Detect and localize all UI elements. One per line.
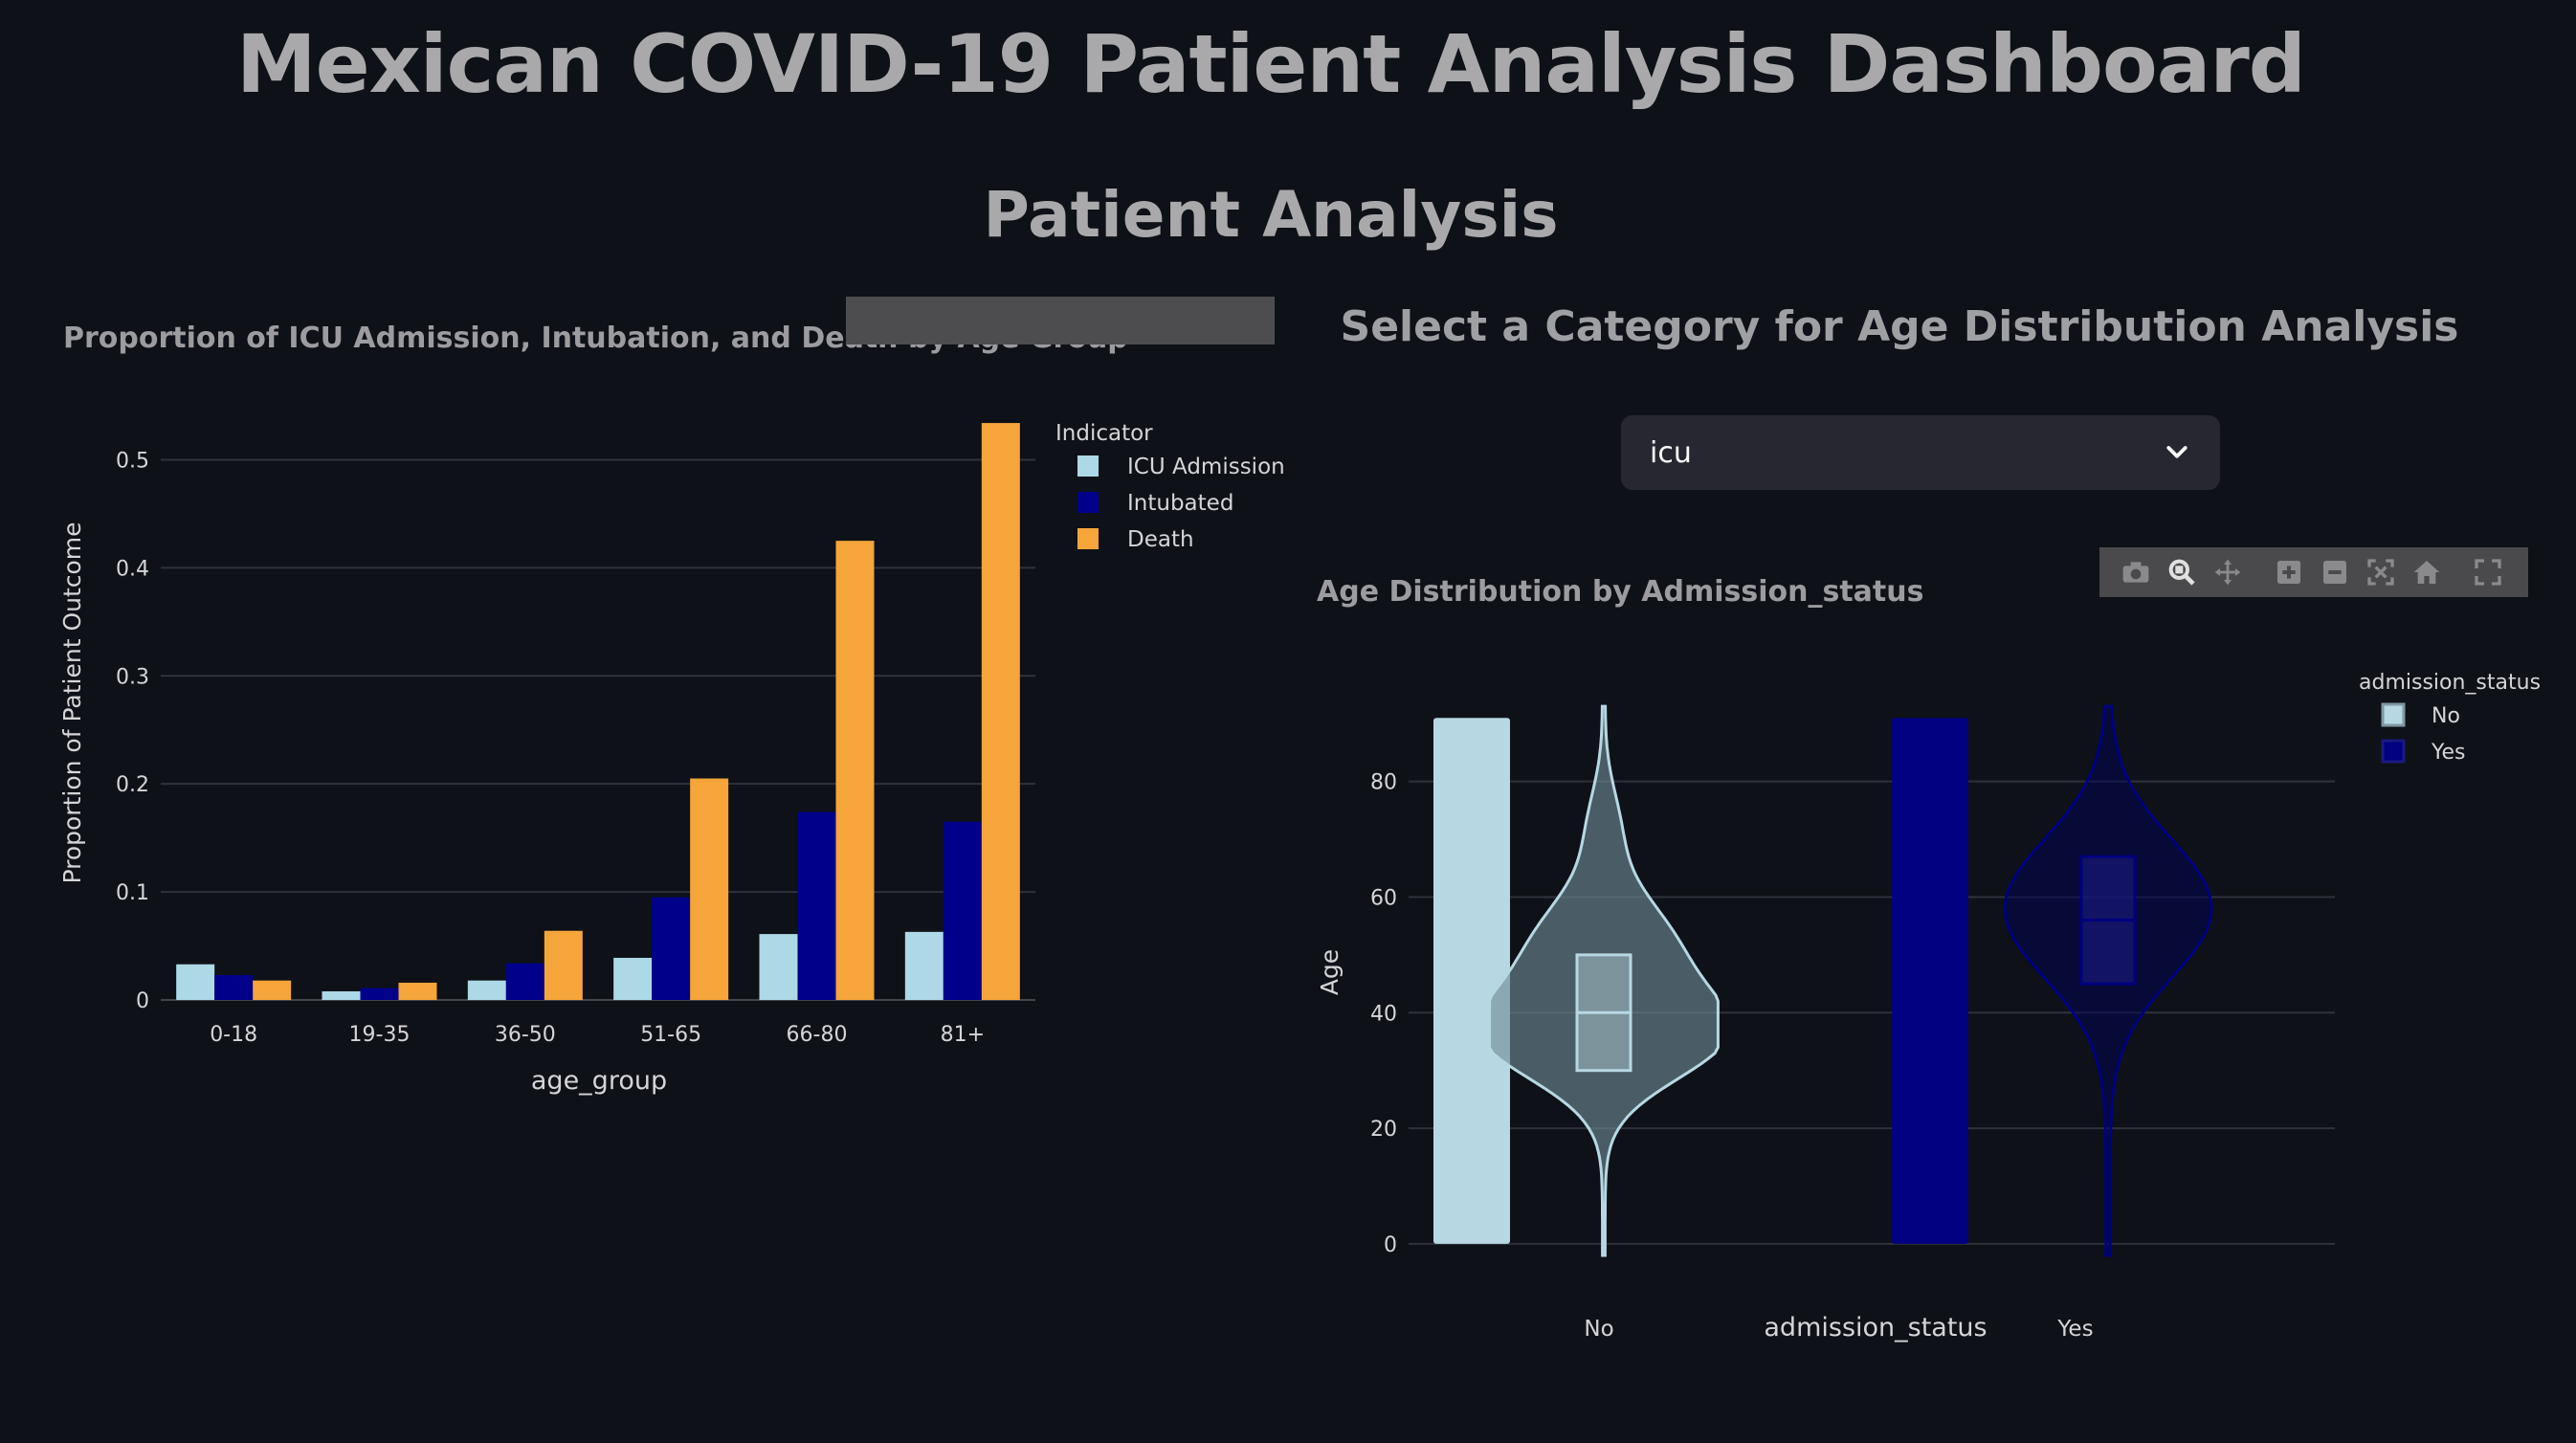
overlay-bar [846, 297, 1275, 344]
bar-icu-admission [613, 957, 653, 1000]
legend-label: Death [1127, 527, 1194, 552]
bar-intubated [505, 963, 544, 1000]
violin-chart: Age Distribution by Admission_status 0 20… [1316, 575, 2541, 1343]
x-tick-label: 66-80 [787, 1023, 848, 1047]
bar-intubated [652, 897, 691, 1000]
points-strip-yes [1892, 718, 1968, 1244]
bar-death [398, 982, 437, 1000]
y-axis-label: Proportion of Patient Outcome [58, 522, 86, 883]
y-tick-label: 0 [136, 989, 149, 1013]
bar-death [690, 778, 729, 1000]
y-tick-label: 40 [1370, 1002, 1397, 1026]
camera-icon[interactable] [2119, 555, 2153, 589]
zoom-icon[interactable] [2165, 555, 2199, 589]
violin-chart-title: Age Distribution by Admission_status [1317, 575, 1923, 609]
y-tick-label: 80 [1370, 771, 1397, 795]
x-tick-label: 51-65 [640, 1023, 701, 1047]
zoom-out-icon[interactable] [2318, 555, 2352, 589]
legend-title: Indicator [1055, 421, 1153, 446]
home-icon[interactable] [2409, 555, 2444, 589]
section-title: Patient Analysis [983, 178, 1559, 252]
legend-swatch [1077, 455, 1099, 477]
x-tick-label: 0-18 [210, 1023, 257, 1047]
y-tick-label: 0.2 [116, 773, 149, 797]
y-tick-label: 0.3 [116, 665, 149, 689]
y-tick-label: 0.1 [116, 881, 149, 905]
legend-label: Yes [2431, 741, 2466, 765]
y-axis-label: Age [1316, 949, 1344, 995]
legend-swatch [2381, 702, 2406, 727]
legend-label: ICU Admission [1127, 455, 1285, 479]
bar-death [835, 541, 875, 1000]
chart-modebar [2099, 547, 2528, 597]
bar-death [253, 980, 292, 1000]
legend-swatch [2381, 739, 2406, 764]
x-tick-label: No [1584, 1317, 1613, 1342]
y-tick-label: 0 [1384, 1233, 1397, 1257]
legend-swatch [1077, 492, 1099, 513]
zoom-in-icon[interactable] [2272, 555, 2306, 589]
bar-icu-admission [759, 934, 798, 1000]
x-tick-label: 19-35 [349, 1023, 411, 1047]
legend-swatch [1077, 528, 1099, 549]
bar-intubated [797, 811, 836, 1000]
x-tick-label: 36-50 [495, 1023, 556, 1047]
y-tick-label: 0.4 [116, 557, 149, 581]
bar-icu-admission [176, 964, 215, 1000]
bar-death [544, 930, 583, 1000]
bar-death [981, 423, 1020, 1001]
dashboard-title: Mexican COVID-19 Patient Analysis Dashbo… [236, 17, 2306, 111]
y-tick-label: 0.5 [116, 449, 149, 473]
legend-label: No [2432, 704, 2460, 728]
x-axis-label: age_group [531, 1066, 667, 1096]
x-axis-label: admission_status [1764, 1313, 1987, 1343]
bar-intubated [360, 988, 399, 1000]
bar-intubated [943, 821, 982, 1000]
legend-title: admission_status [2359, 671, 2541, 695]
bar-icu-admission [322, 990, 361, 1000]
legend-label: Intubated [1127, 491, 1233, 516]
selector-heading: Select a Category for Age Distribution A… [1340, 302, 2459, 351]
bar-icu-admission [467, 980, 506, 1000]
bar-icu-admission [904, 931, 944, 1000]
bar-chart: 0 0.1 0.2 0.3 0.4 0.5 0-18 19-35 36-50 51-65 66-80… [58, 421, 1285, 1096]
points-strip-no [1433, 718, 1510, 1244]
fullscreen-icon[interactable] [2471, 555, 2505, 589]
pan-icon[interactable] [2210, 555, 2245, 589]
x-tick-label: 81+ [941, 1023, 985, 1047]
category-select[interactable]: icu [1621, 415, 2220, 490]
category-select-value: icu [1650, 435, 1692, 470]
bar-intubated [214, 975, 254, 1000]
y-tick-label: 60 [1370, 886, 1397, 910]
chevron-down-icon [2166, 446, 2187, 458]
x-tick-label: Yes [2056, 1317, 2093, 1342]
y-tick-label: 20 [1370, 1118, 1397, 1142]
autoscale-icon[interactable] [2364, 555, 2398, 589]
